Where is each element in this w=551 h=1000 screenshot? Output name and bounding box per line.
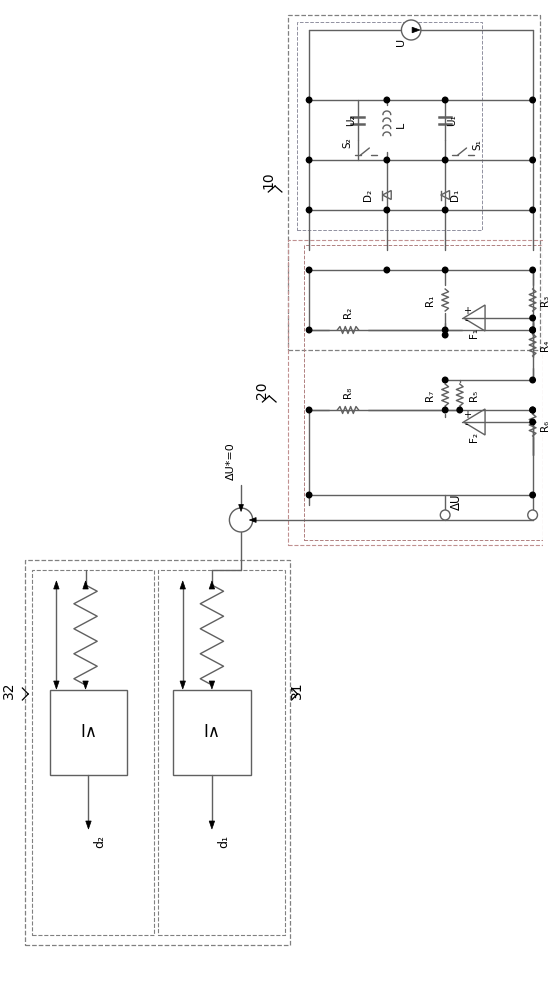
Circle shape [442, 267, 448, 273]
Circle shape [530, 407, 536, 413]
Polygon shape [249, 518, 256, 522]
Circle shape [384, 267, 390, 273]
Circle shape [442, 377, 448, 383]
Text: R₈: R₈ [343, 387, 353, 398]
Polygon shape [83, 681, 88, 689]
Bar [50, 690, 127, 775]
Bar [173, 690, 251, 775]
Text: S₁: S₁ [472, 139, 482, 150]
Circle shape [442, 207, 448, 213]
Text: +: + [462, 306, 471, 316]
Text: F₁: F₁ [469, 328, 479, 338]
Text: L: L [396, 122, 406, 128]
Text: ΔU*=0: ΔU*=0 [226, 442, 236, 480]
Circle shape [306, 267, 312, 273]
Text: U: U [396, 38, 407, 46]
Circle shape [530, 157, 536, 163]
Bar [298, 22, 482, 230]
Text: R₃: R₃ [541, 294, 550, 306]
Text: -: - [465, 315, 468, 325]
Circle shape [530, 207, 536, 213]
Bar [25, 560, 290, 945]
Text: 10: 10 [261, 171, 276, 189]
Polygon shape [53, 581, 59, 589]
Bar [159, 570, 285, 935]
Circle shape [384, 157, 390, 163]
Circle shape [306, 407, 312, 413]
Polygon shape [83, 581, 88, 589]
Polygon shape [239, 504, 244, 512]
Text: I∧: I∧ [80, 723, 97, 741]
Circle shape [457, 407, 462, 413]
Text: F₂: F₂ [469, 432, 479, 442]
Text: R₅: R₅ [469, 389, 479, 401]
Circle shape [306, 97, 312, 103]
Circle shape [442, 327, 448, 333]
Circle shape [530, 407, 536, 413]
Circle shape [442, 97, 448, 103]
Polygon shape [209, 681, 215, 689]
Circle shape [530, 419, 536, 425]
Polygon shape [180, 681, 186, 689]
Text: R₇: R₇ [425, 389, 435, 401]
Circle shape [229, 508, 253, 532]
Bar [288, 15, 541, 350]
Text: R₄: R₄ [541, 339, 550, 351]
Text: S₂: S₂ [343, 137, 353, 148]
Text: D₁: D₁ [450, 189, 460, 201]
Polygon shape [86, 821, 91, 829]
Circle shape [402, 20, 421, 40]
Text: -: - [465, 419, 468, 429]
Circle shape [530, 267, 536, 273]
Circle shape [306, 207, 312, 213]
Polygon shape [53, 681, 59, 689]
Circle shape [306, 157, 312, 163]
Text: 20: 20 [256, 381, 269, 399]
Circle shape [442, 407, 448, 413]
Polygon shape [209, 821, 215, 829]
Circle shape [306, 327, 312, 333]
Circle shape [530, 327, 536, 333]
Circle shape [530, 377, 536, 383]
Text: 32: 32 [2, 681, 15, 699]
Bar [288, 240, 543, 545]
Text: R₆: R₆ [541, 419, 550, 431]
Circle shape [440, 510, 450, 520]
Circle shape [530, 492, 536, 498]
Text: +: + [462, 410, 471, 420]
Bar [304, 245, 543, 540]
Text: U₁: U₁ [447, 114, 457, 126]
Circle shape [530, 327, 536, 333]
Circle shape [442, 332, 448, 338]
Circle shape [530, 315, 536, 321]
Circle shape [384, 97, 390, 103]
Text: I∧: I∧ [203, 723, 220, 741]
Circle shape [530, 97, 536, 103]
Polygon shape [180, 581, 186, 589]
Circle shape [384, 207, 390, 213]
Circle shape [442, 157, 448, 163]
Polygon shape [209, 581, 215, 589]
Text: 31: 31 [290, 681, 304, 699]
Circle shape [306, 492, 312, 498]
Bar [32, 570, 154, 935]
Text: d₁: d₁ [217, 835, 230, 848]
Text: R₁: R₁ [425, 294, 435, 306]
Text: D₂: D₂ [363, 189, 373, 201]
Text: U₂: U₂ [345, 114, 356, 126]
Text: R₂: R₂ [343, 307, 353, 318]
Text: ΔU: ΔU [450, 493, 463, 510]
Circle shape [528, 510, 537, 520]
Polygon shape [412, 27, 420, 33]
Text: d₂: d₂ [93, 835, 106, 848]
